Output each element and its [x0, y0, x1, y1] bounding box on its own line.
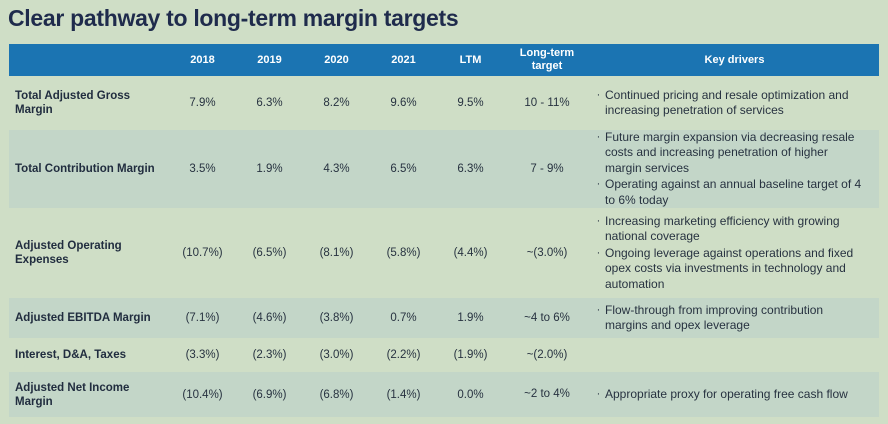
key-driver-text: Appropriate proxy for operating free cas…	[605, 386, 848, 401]
metric-value: (1.9%)	[453, 349, 488, 361]
row-label: Adjusted Net Income Margin	[15, 381, 130, 408]
table-row: Adjusted Net Income Margin (10.4%) (6.9%) (…	[9, 372, 879, 417]
metric-value: (2.2%)	[386, 349, 421, 361]
metric-value: 8.2%	[323, 97, 350, 109]
key-driver-text: Continued pricing and resale optimizatio…	[605, 87, 849, 118]
metric-value: 6.5%	[390, 163, 417, 175]
key-drivers-cell: · Appropriate proxy for operating free ca…	[590, 383, 879, 407]
header-cell-key-drivers: Key drivers	[704, 54, 765, 66]
header-cell-2019: 2019	[257, 54, 282, 66]
bullet-dot-icon: ·	[596, 303, 601, 316]
header-cell-2021: 2021	[391, 54, 416, 66]
metric-value: (2.3%)	[252, 349, 287, 361]
row-label: Adjusted EBITDA Margin	[15, 312, 151, 324]
row-label: Interest, D&A, Taxes	[15, 349, 126, 361]
metric-value: (3.3%)	[185, 349, 220, 361]
metric-value: (3.8%)	[319, 312, 354, 324]
metric-value: (3.0%)	[319, 349, 354, 361]
row-label: Total Adjusted Gross Margin	[15, 90, 131, 116]
margin-table: 2018 2019 2020 2021 LTM Long-term target Key d…	[9, 44, 879, 417]
metric-value: 1.9%	[457, 312, 484, 324]
key-driver-bullet: · Operating against an annual baseline ta…	[592, 177, 865, 208]
metric-value: (4.4%)	[453, 247, 488, 259]
table-row: Total Adjusted Gross Margin 7.9% 6.3% 8.2% 9…	[9, 76, 879, 130]
metric-value: (10.7%)	[182, 247, 223, 259]
bullet-dot-icon: ·	[596, 130, 601, 143]
key-driver-bullet: · Future margin expansion via decreasing …	[592, 130, 865, 177]
header-cell-long-term-target: Long-term target	[519, 47, 575, 72]
long-term-target-value: ~(2.0%)	[526, 348, 568, 361]
key-driver-text: Future margin expansion via decreasing r…	[605, 129, 855, 175]
metric-value: 6.3%	[256, 97, 283, 109]
header-cell-2018: 2018	[190, 54, 215, 66]
key-drivers-cell: · Continued pricing and resale optimizati…	[590, 84, 879, 123]
table-row: Total Contribution Margin 3.5% 1.9% 4.3% 6.5…	[9, 130, 879, 208]
long-term-target-value: ~4 to 6%	[524, 311, 570, 324]
row-label: Adjusted Operating Expenses	[15, 240, 122, 266]
row-label: Total Contribution Margin	[15, 163, 155, 175]
table-header-row: 2018 2019 2020 2021 LTM Long-term target Key d…	[9, 44, 879, 76]
key-driver-bullet: · Appropriate proxy for operating free ca…	[592, 387, 865, 403]
metric-value: (6.8%)	[319, 388, 354, 401]
header-cell-ltm: LTM	[459, 54, 482, 66]
bullet-dot-icon: ·	[596, 246, 601, 259]
table-row: Adjusted EBITDA Margin (7.1%) (4.6%) (3.8%)…	[9, 298, 879, 338]
metric-value: (10.4%)	[182, 388, 223, 401]
bullet-dot-icon: ·	[596, 178, 601, 191]
bullet-dot-icon: ·	[596, 387, 601, 400]
key-driver-text: Operating against an annual baseline tar…	[605, 177, 862, 207]
metric-value: 3.5%	[189, 163, 216, 175]
metric-value: (6.5%)	[252, 247, 287, 259]
metric-value: 9.5%	[457, 97, 484, 109]
metric-value: 0.7%	[390, 312, 417, 324]
metric-value: (5.8%)	[386, 247, 421, 259]
metric-value: 9.6%	[390, 97, 417, 109]
metric-value: (4.6%)	[252, 312, 287, 324]
metric-value: (1.4%)	[386, 388, 421, 401]
header-cell-2020: 2020	[324, 54, 349, 66]
key-driver-text: Flow-through from improving contribution…	[605, 302, 824, 333]
page-title: Clear pathway to long-term margin target…	[8, 5, 459, 31]
key-driver-bullet: · Increasing marketing efficiency with gr…	[592, 214, 865, 245]
bullet-dot-icon: ·	[596, 88, 601, 101]
metric-value: 1.9%	[256, 163, 283, 175]
metric-value: (6.9%)	[252, 388, 287, 401]
metric-value: 0.0%	[457, 388, 484, 401]
table-row: Interest, D&A, Taxes (3.3%) (2.3%) (3.0%) (2…	[9, 338, 879, 372]
metric-value: 4.3%	[323, 163, 350, 175]
long-term-target-value: 7 - 9%	[530, 162, 564, 175]
table-row: Adjusted Operating Expenses (10.7%) (6.5%)…	[9, 208, 879, 298]
key-driver-bullet: · Ongoing leverage against operations and…	[592, 246, 865, 293]
metric-value: (7.1%)	[185, 312, 220, 324]
key-drivers-cell: · Future margin expansion via decreasing …	[590, 126, 879, 213]
key-drivers-cell	[590, 352, 879, 358]
long-term-target-value: ~2 to 4%	[524, 388, 570, 400]
long-term-target-value: ~(3.0%)	[526, 246, 568, 259]
table-body: Total Adjusted Gross Margin 7.9% 6.3% 8.2% 9…	[9, 76, 879, 417]
metric-value: 6.3%	[457, 163, 484, 175]
metric-value: (8.1%)	[319, 247, 354, 259]
key-drivers-cell: · Increasing marketing efficiency with gr…	[590, 210, 879, 297]
key-driver-text: Increasing marketing efficiency with gro…	[605, 213, 840, 244]
long-term-target-value: 10 - 11%	[524, 96, 570, 109]
key-driver-bullet: · Flow-through from improving contributio…	[592, 303, 865, 334]
key-drivers-cell: · Flow-through from improving contributio…	[590, 299, 879, 338]
key-driver-text: Ongoing leverage against operations and …	[605, 245, 854, 291]
key-driver-bullet: · Continued pricing and resale optimizati…	[592, 88, 865, 119]
metric-value: 7.9%	[189, 97, 216, 109]
bullet-dot-icon: ·	[596, 214, 601, 227]
